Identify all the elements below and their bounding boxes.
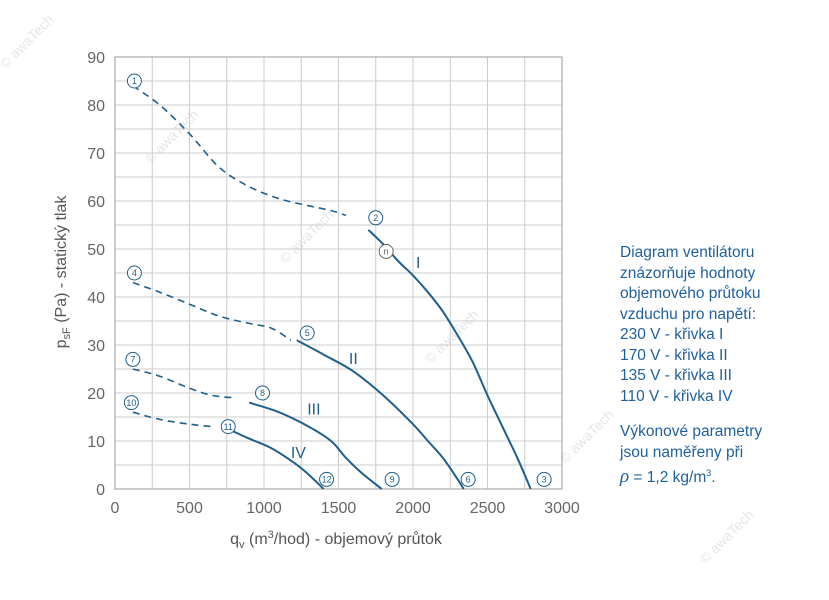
y-axis-ticks: 0 10 20 30 40 50 60 70 80 90 bbox=[87, 50, 105, 499]
operating-point-number: 10 bbox=[126, 398, 136, 408]
description-line: vzduchu pro napětí: bbox=[620, 305, 757, 323]
operating-point-number: 3 bbox=[542, 475, 547, 485]
curve-4-dashed bbox=[132, 411, 212, 428]
x-axis-title: qv (m3/hod) - objemový průtok bbox=[230, 529, 443, 551]
note-line: Výkonové parametry bbox=[620, 423, 763, 440]
operating-point-circle bbox=[126, 265, 142, 281]
x-axis-ticks: 0 500 1000 1500 2000 2500 3000 bbox=[111, 500, 580, 517]
curve-label: IV bbox=[291, 445, 306, 462]
operating-point-number: 7 bbox=[130, 355, 135, 365]
rho-symbol: ρ bbox=[620, 466, 630, 488]
operating-point-number: 9 bbox=[390, 475, 395, 485]
operating-point-circle bbox=[378, 243, 394, 259]
operating-point-circle bbox=[319, 471, 335, 487]
operating-point: 12 bbox=[319, 471, 335, 487]
chart-grid bbox=[114, 56, 563, 490]
x-tick-label: 1500 bbox=[321, 500, 357, 517]
operating-point: 10 bbox=[123, 395, 139, 411]
operating-point-number: n bbox=[384, 247, 389, 257]
operating-point-number: 4 bbox=[132, 268, 137, 278]
curve-3-solid bbox=[248, 401, 383, 490]
operating-point: 5 bbox=[299, 325, 315, 341]
operating-point: 2 bbox=[368, 210, 384, 226]
operating-point-number: 6 bbox=[466, 475, 471, 485]
x-tick-label: 3000 bbox=[544, 500, 580, 517]
operating-point: 3 bbox=[536, 471, 552, 487]
operating-point-number: 2 bbox=[373, 213, 378, 223]
watermark-text: © awaTech bbox=[696, 506, 756, 566]
operating-point-number: 1 bbox=[132, 76, 137, 86]
x-tick-label: 500 bbox=[176, 500, 203, 517]
y-tick-label: 90 bbox=[87, 50, 105, 67]
rho-value: = 1,2 kg/m bbox=[629, 469, 707, 487]
curve-2-solid bbox=[296, 339, 465, 490]
y-tick-label: 20 bbox=[87, 386, 105, 403]
chart-description: Diagram ventilátoru znázorňuje hodnoty o… bbox=[620, 243, 825, 489]
operating-point-circle bbox=[384, 471, 400, 487]
operating-point: 11 bbox=[220, 419, 236, 435]
operating-point-number: 5 bbox=[305, 328, 310, 338]
curve-4-solid bbox=[227, 428, 325, 490]
plot-frame bbox=[114, 56, 563, 490]
density-line: ρ = 1,2 kg/m3. bbox=[620, 463, 825, 489]
x-tick-label: 1000 bbox=[246, 500, 282, 517]
operating-point: n bbox=[378, 243, 394, 259]
curve-label: III bbox=[307, 402, 320, 419]
description-line: Diagram ventilátoru bbox=[620, 244, 755, 261]
operating-point: 9 bbox=[384, 471, 400, 487]
rho-end: . bbox=[711, 469, 716, 487]
operating-point-circle bbox=[255, 385, 271, 401]
operating-point-circle bbox=[126, 73, 142, 89]
curve-3-dashed bbox=[132, 368, 235, 399]
operating-point-circle bbox=[220, 419, 236, 435]
description-line: znázorňuje hodnoty bbox=[620, 264, 756, 282]
operating-point: 6 bbox=[460, 471, 476, 487]
y-tick-label: 30 bbox=[87, 338, 105, 355]
operating-point-number: 8 bbox=[260, 388, 265, 398]
operating-point-circle bbox=[123, 395, 139, 411]
operating-point-number: 12 bbox=[322, 475, 332, 485]
rho-unit-sup: 3 bbox=[706, 468, 712, 478]
curve-1-solid bbox=[367, 229, 532, 490]
y-tick-label: 10 bbox=[87, 434, 105, 451]
y-tick-label: 50 bbox=[87, 242, 105, 259]
x-tick-label: 2000 bbox=[395, 500, 431, 517]
y-tick-label: 70 bbox=[87, 146, 105, 163]
operating-point-number: 11 bbox=[224, 422, 233, 432]
curves bbox=[132, 85, 532, 490]
y-tick-label: 40 bbox=[87, 290, 105, 307]
operating-point: 7 bbox=[125, 351, 141, 367]
operating-point: 1 bbox=[126, 73, 142, 89]
operating-point: 4 bbox=[126, 265, 142, 281]
y-tick-label: 60 bbox=[87, 194, 105, 211]
operating-point-circle bbox=[299, 325, 315, 341]
watermark-text: © awaTech bbox=[421, 306, 481, 366]
y-tick-label: 0 bbox=[96, 482, 105, 499]
watermark-text: © awaTech bbox=[556, 406, 616, 466]
curve-1-dashed bbox=[132, 85, 347, 217]
x-tick-label: 2500 bbox=[470, 500, 506, 517]
y-tick-label: 80 bbox=[87, 98, 105, 115]
description-line: 230 V - křivka I bbox=[620, 326, 724, 343]
operating-point-circle bbox=[536, 471, 552, 487]
description-line: 170 V - křivka II bbox=[620, 346, 728, 364]
operating-point-circle bbox=[125, 351, 141, 367]
operating-point-circle bbox=[460, 471, 476, 487]
operating-point-circle bbox=[368, 210, 384, 226]
watermark-text: © awaTech bbox=[0, 11, 57, 71]
curve-label: II bbox=[349, 351, 358, 368]
note-line: jsou naměřeny při bbox=[620, 443, 744, 461]
description-line: 110 V - křivka IV bbox=[620, 387, 733, 405]
watermark-text: © awaTech bbox=[276, 206, 336, 266]
curve-label: I bbox=[416, 255, 420, 272]
curve-2-dashed bbox=[132, 281, 292, 341]
operating-point: 8 bbox=[255, 385, 271, 401]
description-line: 135 V - křivka III bbox=[620, 367, 732, 384]
description-line: objemového průtoku bbox=[620, 285, 761, 302]
y-axis-title: psF (Pa) - statický tlak bbox=[53, 195, 73, 349]
x-tick-label: 0 bbox=[111, 500, 120, 517]
